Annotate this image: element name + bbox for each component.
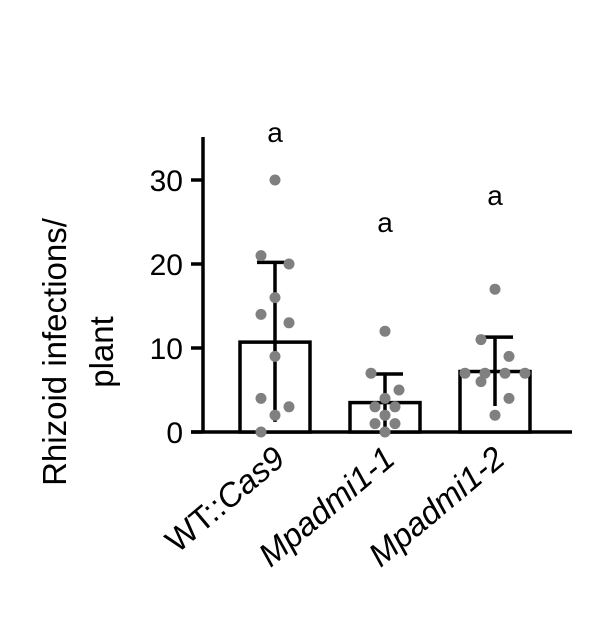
data-point xyxy=(503,350,515,362)
data-point xyxy=(269,174,281,186)
data-point xyxy=(269,409,281,421)
data-point xyxy=(499,367,511,379)
data-point xyxy=(255,392,267,404)
y-axis-label-line: Rhizoid infections/ xyxy=(36,217,73,486)
data-point xyxy=(379,392,391,404)
y-tick-label: 20 xyxy=(150,249,183,282)
data-point xyxy=(503,392,515,404)
significance-letter: a xyxy=(487,180,503,211)
y-axis-label-line: plant xyxy=(83,316,120,388)
data-points xyxy=(255,174,531,438)
data-point xyxy=(379,409,391,421)
data-point xyxy=(283,317,295,329)
data-point xyxy=(389,418,401,430)
data-point xyxy=(283,401,295,413)
y-axis-label: Rhizoid infections/plant xyxy=(36,217,120,486)
data-point xyxy=(489,409,501,421)
data-point xyxy=(393,384,405,396)
data-point xyxy=(369,418,381,430)
data-point xyxy=(489,283,501,295)
y-tick-label: 0 xyxy=(166,417,183,450)
data-point xyxy=(255,308,267,320)
data-point xyxy=(255,426,267,438)
y-tick-label: 10 xyxy=(150,333,183,366)
data-point xyxy=(255,250,267,262)
significance-letters: a a a xyxy=(267,117,503,238)
y-tick-label: 30 xyxy=(150,165,183,198)
data-point xyxy=(269,292,281,304)
data-point xyxy=(459,367,471,379)
data-point xyxy=(389,401,401,413)
data-point xyxy=(479,367,491,379)
bars xyxy=(238,260,532,434)
data-point xyxy=(379,426,391,438)
data-point xyxy=(365,367,377,379)
data-point xyxy=(369,401,381,413)
data-point xyxy=(379,325,391,337)
data-point xyxy=(283,258,295,270)
data-point xyxy=(475,334,487,346)
significance-letter: a xyxy=(377,207,393,238)
data-point xyxy=(269,350,281,362)
significance-letter: a xyxy=(267,117,283,148)
data-point xyxy=(519,367,531,379)
data-point xyxy=(475,376,487,388)
